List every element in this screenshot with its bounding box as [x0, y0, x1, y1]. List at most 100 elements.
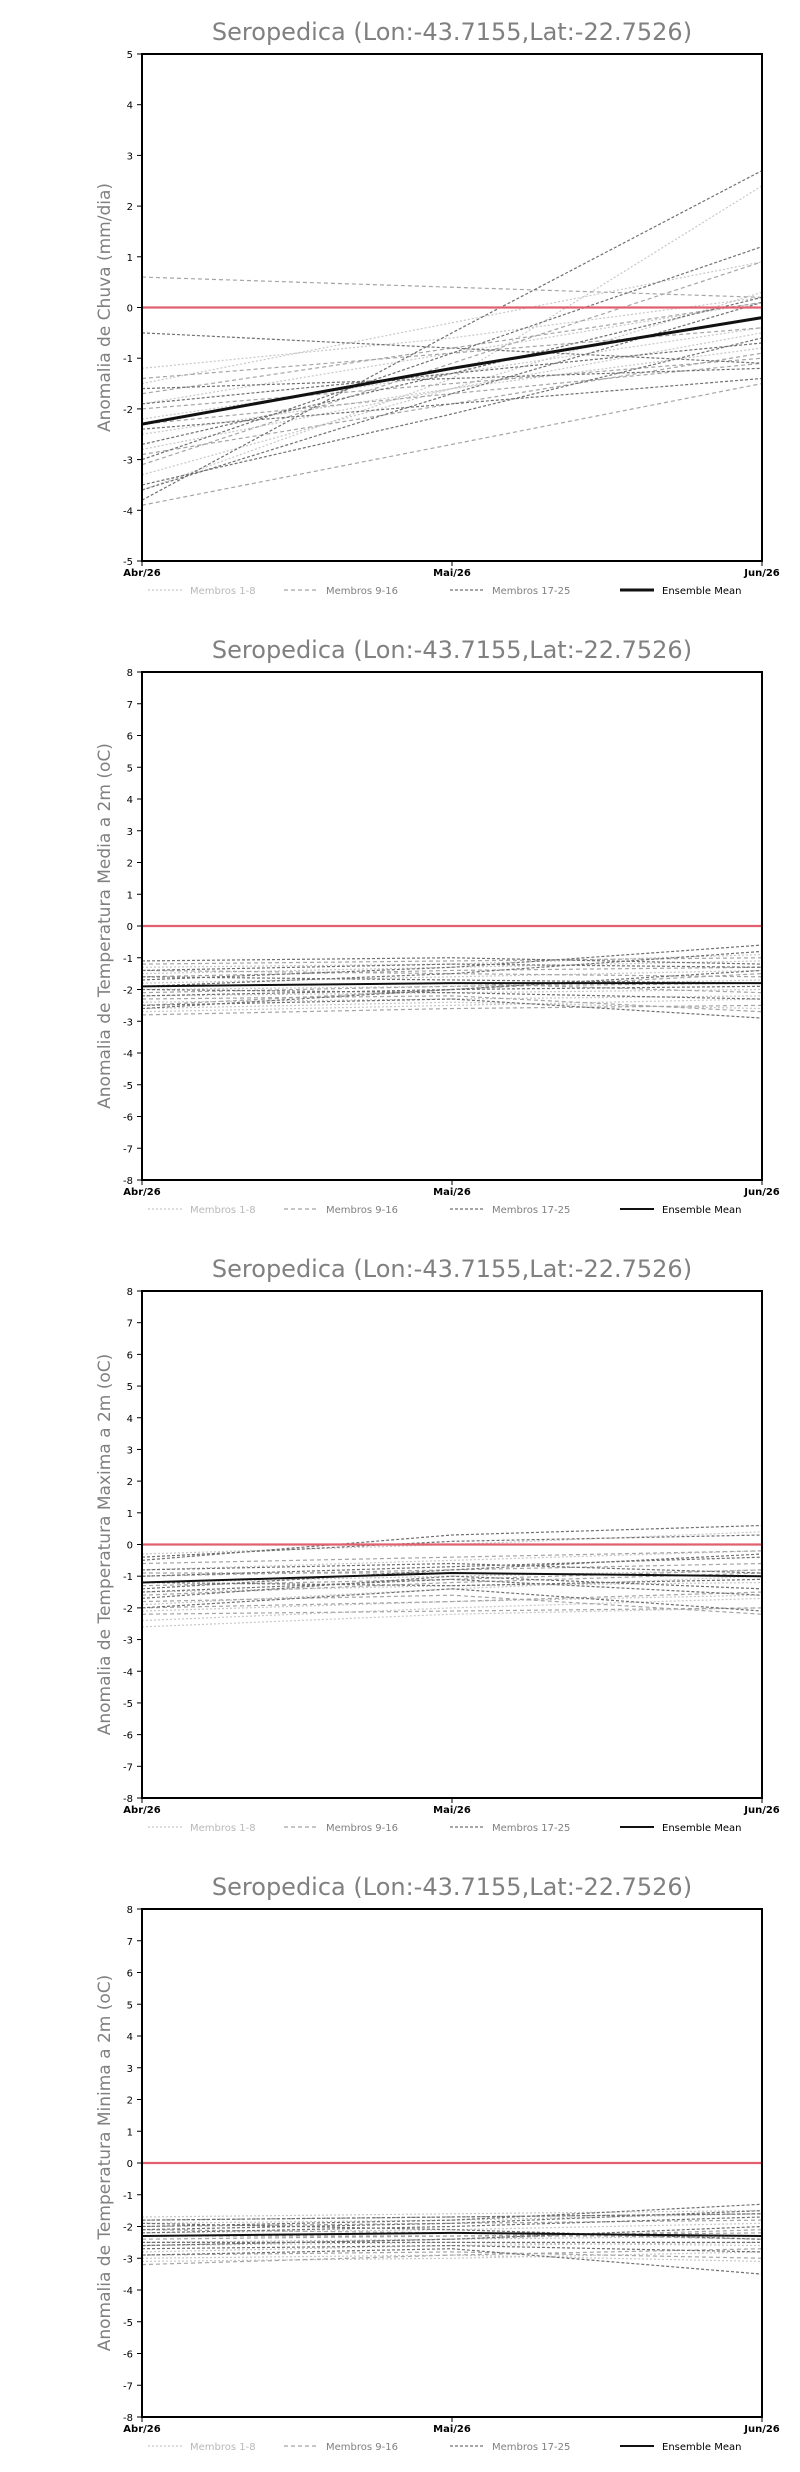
y-tick-label: -4: [123, 506, 133, 517]
member-line-g3-3: [141, 1556, 763, 1577]
member-line-g1-6: [141, 1575, 763, 1606]
chart-title: Seropedica (Lon:-43.7155,Lat:-22.7526): [212, 636, 692, 664]
member-line-g3-1: [141, 170, 763, 501]
y-tick-label: -8: [123, 2413, 133, 2424]
y-tick-label: 5: [127, 2000, 133, 2011]
member-line-g1-5: [141, 2222, 763, 2234]
x-tick-label: Abr/26: [123, 2424, 160, 2435]
member-line-g3-8: [141, 1562, 763, 1574]
legend-label-4: Ensemble Mean: [662, 1205, 741, 1216]
member-line-g2-7: [141, 261, 763, 466]
y-tick-label: 3: [127, 151, 133, 162]
member-line-g3-5: [141, 342, 763, 405]
member-line-g1-1: [141, 301, 763, 405]
member-line-g2-1: [141, 1607, 763, 1615]
legend-label-1: Membros 1-8: [190, 586, 256, 597]
y-tick-label: -2: [123, 405, 133, 416]
member-line-g2-1: [141, 382, 763, 506]
y-tick-label: -4: [123, 1049, 133, 1060]
y-tick-label: 4: [127, 101, 133, 112]
y-tick-label: 7: [127, 700, 133, 711]
legend-label-3: Membros 17-25: [492, 1205, 570, 1216]
chart-title: Seropedica (Lon:-43.7155,Lat:-22.7526): [212, 1255, 692, 1283]
y-tick-label: -4: [123, 1667, 133, 1678]
y-tick-label: -4: [123, 2286, 133, 2297]
legend-label-3: Membros 17-25: [492, 586, 570, 597]
member-line-g2-8: [141, 362, 763, 425]
y-tick-label: 4: [127, 795, 133, 806]
ensemble-mean-line: [141, 2231, 763, 2238]
y-tick-label: -7: [123, 1144, 133, 1155]
y-tick-label: 5: [127, 763, 133, 774]
member-line-g1-1: [141, 1607, 763, 1628]
plot-frame: [141, 53, 763, 562]
y-tick-label: 5: [127, 1382, 133, 1393]
member-line-g3-7: [141, 2222, 763, 2240]
member-line-g3-4: [141, 296, 763, 445]
plot-frame: [141, 671, 763, 1181]
chart-panel-3: Seropedica (Lon:-43.7155,Lat:-22.7526) An…: [95, 1255, 780, 1834]
member-line-g2-1: [141, 1004, 763, 1016]
y-tick-label: -5: [123, 2318, 133, 2329]
member-line-g3-5: [141, 2216, 763, 2234]
y-tick-label: -5: [123, 557, 133, 568]
y-tick-label: 1: [127, 253, 133, 264]
y-tick-label: -5: [123, 1699, 133, 1710]
y-tick-label: 2: [127, 2096, 133, 2107]
y-tick-label: -7: [123, 2381, 133, 2392]
member-line-g2-6: [141, 982, 763, 994]
chart-panel-1: Seropedica (Lon:-43.7155,Lat:-22.7526) An…: [95, 18, 780, 597]
ensemble-mean-line: [141, 316, 763, 426]
legend-label-4: Ensemble Mean: [662, 2442, 741, 2453]
y-tick-label: 3: [127, 1445, 133, 1456]
member-line-g1-3: [141, 2235, 763, 2243]
y-tick-label: 7: [127, 1319, 133, 1330]
chart-panel-2: Seropedica (Lon:-43.7155,Lat:-22.7526) An…: [95, 636, 780, 1216]
y-tick-label: 3: [127, 827, 133, 838]
member-line-g1-4: [141, 1594, 763, 1612]
member-line-g3-7: [141, 1588, 763, 1612]
member-line-g3-2: [141, 2225, 763, 2247]
y-tick-label: 4: [127, 2032, 133, 2043]
member-line-g1-1: [141, 998, 763, 1013]
legend-label-2: Membros 9-16: [326, 2442, 398, 2453]
member-line-g2-4: [141, 995, 763, 1013]
member-line-g1-7: [141, 1569, 763, 1584]
member-line-g1-3: [141, 988, 763, 997]
member-line-g3-9: [141, 1578, 763, 1596]
y-tick-label: -5: [123, 1081, 133, 1092]
x-tick-label: Mai/26: [433, 1805, 471, 1816]
y-tick-label: 0: [127, 1541, 133, 1552]
member-line-g1-2: [141, 1550, 763, 1571]
y-tick-label: 1: [127, 890, 133, 901]
y-tick-label: -1: [123, 1572, 133, 1583]
member-line-g3-9: [141, 976, 763, 984]
legend-label-2: Membros 9-16: [326, 1205, 398, 1216]
member-line-g3-7: [141, 957, 763, 965]
member-line-g2-5: [141, 966, 763, 978]
member-line-g3-6: [141, 1578, 763, 1587]
y-tick-label: -8: [123, 1794, 133, 1805]
member-line-g1-5: [141, 1531, 763, 1555]
member-line-g3-7: [141, 367, 763, 390]
member-line-g3-4: [141, 1575, 763, 1599]
member-line-g3-8: [141, 969, 763, 1010]
x-tick-label: Abr/26: [123, 568, 160, 579]
member-line-g1-8: [141, 2241, 763, 2247]
y-tick-label: 0: [127, 304, 133, 315]
member-line-g3-5: [141, 950, 763, 987]
y-tick-label: -6: [123, 2350, 133, 2361]
x-tick-label: Jun/26: [743, 1805, 780, 1816]
legend-label-1: Membros 1-8: [190, 2442, 256, 2453]
chart-panel-4: Seropedica (Lon:-43.7155,Lat:-22.7526) An…: [95, 1873, 780, 2453]
member-line-g3-1: [141, 944, 763, 981]
y-tick-label: -3: [123, 1636, 133, 1647]
member-line-g2-5: [141, 1594, 763, 1615]
ensemble-mean-line: [141, 982, 762, 988]
legend-label-4: Ensemble Mean: [662, 586, 741, 597]
y-tick-label: 6: [127, 1969, 133, 1980]
member-line-g2-2: [141, 276, 763, 298]
y-tick-label: 0: [127, 922, 133, 933]
y-tick-label: 8: [127, 1905, 133, 1916]
y-tick-label: 6: [127, 1350, 133, 1361]
